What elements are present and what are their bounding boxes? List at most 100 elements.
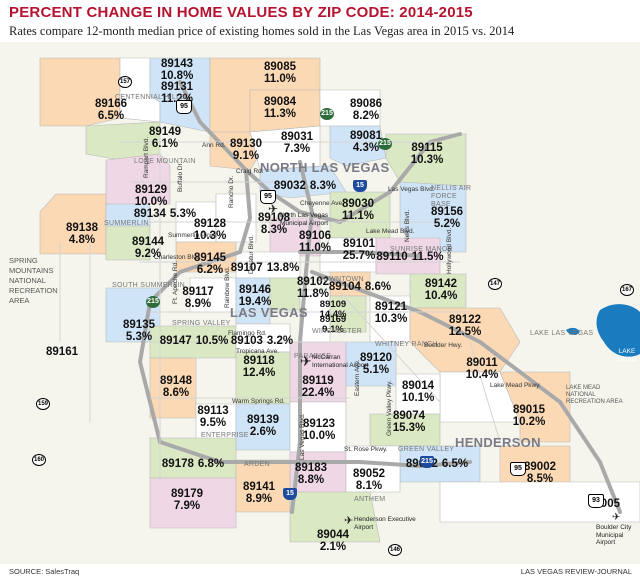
area-label-nellis: NELLIS AIR FORCE BASE [431, 185, 472, 208]
street-label-cheyenne: Cheyenne Ave. [300, 200, 344, 207]
street-label-ann: Ann Rd. [202, 142, 226, 149]
us95-south-shield-icon: 95 [510, 462, 526, 476]
area-label-centennial-hills: CENTENNIAL HILLS [115, 94, 186, 101]
sr167-shield-icon: 167 [620, 284, 634, 296]
street-label-summerlin-pkwy: Summerlin Pkwy. [168, 232, 218, 239]
zip-label-89139: 89139 2.6% [247, 414, 279, 438]
zip-label-89084: 89084 11.3% [264, 96, 296, 120]
airplane-icon: ✈ [344, 515, 354, 527]
sr160-shield-icon: 160 [32, 454, 46, 466]
sr147-shield-icon: 147 [488, 278, 502, 290]
street-label-warm-springs: Warm Springs Rd. [232, 398, 285, 405]
street-label-buffalo: Buffalo Dr. [177, 161, 184, 192]
beltway-215-nw-shield-icon: 215 [378, 138, 392, 150]
zip-label-89104: 89104 8.6% [328, 281, 392, 293]
zone-89081 [329, 125, 387, 167]
us93-shield-icon: 93 [588, 494, 604, 508]
area-label-lone-mountain: LONE MOUNTAIN [134, 158, 196, 165]
area-label-downtown: DOWNTOWN [318, 276, 364, 283]
zip-label-89044: 89044 2.1% [317, 529, 349, 553]
street-label-lv-blvd-north: Las Vegas Blvd. [388, 186, 435, 193]
zip-label-89081: 89081 4.3% [350, 130, 382, 154]
zip-label-89015: 89015 10.2% [512, 404, 546, 428]
zip-label-89115: 89115 10.3% [410, 142, 444, 166]
lake-mead-label: LAKE MEAD [617, 348, 637, 363]
zip-label-89074: 89074 15.3% [392, 410, 426, 434]
zip-label-89102: 89102 11.8% [297, 276, 329, 300]
area-label-whitney-ranch: WHITNEY RANCH [375, 341, 438, 348]
zip-label-89134: 89134 5.3% [133, 208, 197, 220]
area-label-summerlin: SUMMERLIN [104, 220, 149, 227]
street-label-eastern: Eastern Ave. [354, 359, 361, 396]
zip-label-89138: 89138 4.8% [66, 222, 98, 246]
zone-89144 [105, 225, 151, 261]
zip-label-89149: 89149 6.1% [149, 126, 181, 150]
zip-label-89109: 89109 14.4% [319, 299, 347, 320]
street-label-charleston: Charleston Blvd. [154, 254, 202, 261]
zip-label-89147: 89147 10.5% [159, 335, 229, 347]
henderson-airport-label: Henderson Executive Airport [354, 516, 416, 531]
area-label-arden: ARDEN [244, 461, 271, 468]
roads [59, 132, 501, 482]
i15 [290, 160, 315, 514]
street-label-decatur: Decatur Blvd. [248, 234, 255, 274]
street-label-rampart: Rampart Blvd. [143, 136, 150, 178]
zip-label-89106: 89106 11.0% [299, 230, 331, 254]
zip-label-89113: 89113 9.5% [197, 405, 229, 429]
zip-label-89103: 89103 3.2% [230, 335, 294, 347]
lake-mead-area-label: LAKE MEAD NATIONAL RECREATION AREA [566, 385, 623, 405]
area-label-south-summerlin: SOUTH SUMMERLIN [112, 282, 185, 289]
zip-label-89143: 89143 10.8% [160, 58, 194, 82]
street-label-nellis: Nellis Blvd. [404, 209, 411, 242]
sr159-shield-icon: 159 [36, 398, 50, 410]
zip-code-map[interactable]: 89143 10.8% 89131 11.2% 89085 11.0% 89166 6.… [0, 42, 640, 564]
zip-label-89107: 89107 13.8% [230, 262, 300, 274]
zip-label-89052: 89052 8.1% [353, 468, 385, 492]
i15-north-shield-icon: 15 [353, 180, 367, 192]
zip-label-89179: 89179 7.9% [171, 488, 203, 512]
beltway-215 [137, 168, 472, 469]
sr157-shield-icon: 157 [118, 76, 132, 88]
freeways [137, 80, 622, 514]
zip-label-89117: 89117 8.9% [182, 286, 214, 310]
us95-north-shield-icon: 95 [176, 100, 192, 114]
lake-las-vegas-water [566, 327, 580, 335]
page-subtitle: Rates compare 12-month median price of e… [9, 24, 515, 38]
zip-label-89129: 89129 10.0% [134, 184, 168, 208]
nlv-airport-label: North Las Vegas Municipal Airport [280, 212, 329, 227]
i15-south-shield-icon: 15 [283, 488, 297, 500]
zone-89166 [39, 57, 121, 127]
area-label-spring-valley: SPRING VALLEY [172, 320, 231, 327]
zone-89044 [289, 491, 381, 543]
area-label-green-valley: GREEN VALLEY [398, 446, 455, 453]
zip-label-89030: 89030 11.1% [342, 198, 374, 222]
airplane-icon: ✈ [612, 512, 621, 523]
street-label-hollywood: Hollywood Blvd. [446, 227, 453, 274]
zip-label-89130: 89130 9.1% [230, 138, 262, 162]
zip-label-89119: 89119 22.4% [301, 375, 335, 399]
zip-label-89144: 89144 9.2% [132, 236, 164, 260]
zone-89005 [439, 481, 640, 523]
zip-label-89118: 89118 12.4% [242, 355, 276, 379]
us95-east [310, 270, 622, 514]
street-label-fort-apache: Ft. Apache Rd. [172, 261, 179, 304]
zip-label-89166: 89166 6.5% [95, 98, 127, 122]
zip-label-89135: 89135 5.3% [123, 319, 155, 343]
zip-label-89183: 89183 8.8% [295, 462, 327, 486]
street-label-rancho: Rancho Dr. [228, 175, 235, 208]
page-title: PERCENT CHANGE IN HOME VALUES BY ZIP COD… [9, 4, 473, 21]
airplane-icon: ✈ [268, 202, 279, 216]
area-label-paradise: PARADISE [294, 353, 332, 360]
sr146-shield-icon: 146 [388, 544, 402, 556]
zip-label-89146: 89146 19.4% [238, 284, 272, 308]
zip-label-89178: 89178 6.8% [161, 458, 225, 470]
beltway-215-n-shield-icon: 215 [320, 108, 334, 120]
city-label-north-las-vegas: NORTH LAS VEGAS [260, 160, 390, 175]
zip-label-89122: 89122 12.5% [448, 314, 482, 338]
zip-label-89123: 89123 10.0% [302, 418, 336, 442]
lake-mead-water [596, 304, 640, 357]
zip-label-89142: 89142 10.4% [424, 278, 458, 302]
us95-mid [298, 250, 422, 258]
city-label-las-vegas: LAS VEGAS [230, 305, 308, 320]
zip-label-89145: 89145 6.2% [194, 252, 226, 276]
